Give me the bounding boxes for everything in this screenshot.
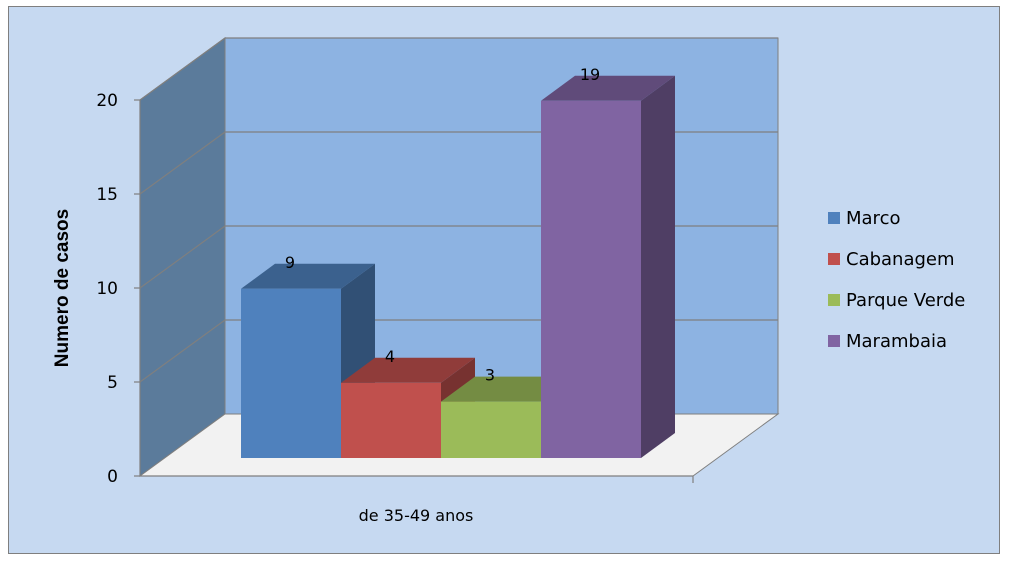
data-label-parque-verde: 3 (485, 366, 495, 385)
legend-item-parque-verde: Parque Verde (828, 290, 965, 311)
y-tick-label-20: 20 (96, 91, 118, 111)
data-label-cabanagem: 4 (385, 347, 395, 366)
legend-label: Marambaia (846, 331, 947, 352)
y-tick-label-15: 15 (96, 185, 118, 205)
legend-label: Marco (846, 208, 900, 229)
bar-marco (241, 263, 375, 458)
legend-item-marambaia: Marambaia (828, 331, 947, 352)
y-axis-title: Numero de casos (52, 209, 73, 367)
legend-swatch (828, 294, 840, 306)
legend-label: Parque Verde (846, 290, 965, 311)
legend-label: Cabanagem (846, 249, 955, 270)
legend-item-marco: Marco (828, 208, 900, 229)
legend: Marco Cabanagem Parque Verde Marambaia (828, 208, 965, 352)
legend-swatch (828, 253, 840, 265)
data-label-marco: 9 (285, 253, 295, 272)
x-category-label: de 35-49 anos (359, 506, 474, 525)
data-label-marambaia: 19 (580, 65, 600, 84)
y-tick-label-0: 0 (107, 467, 118, 487)
y-tick-label-10: 10 (96, 279, 118, 299)
bar-marambaia (541, 75, 675, 459)
legend-swatch (828, 335, 840, 347)
legend-item-cabanagem: Cabanagem (828, 249, 955, 270)
y-tick-label-5: 5 (107, 373, 118, 393)
legend-swatch (828, 212, 840, 224)
gridline-20 (139, 37, 778, 101)
